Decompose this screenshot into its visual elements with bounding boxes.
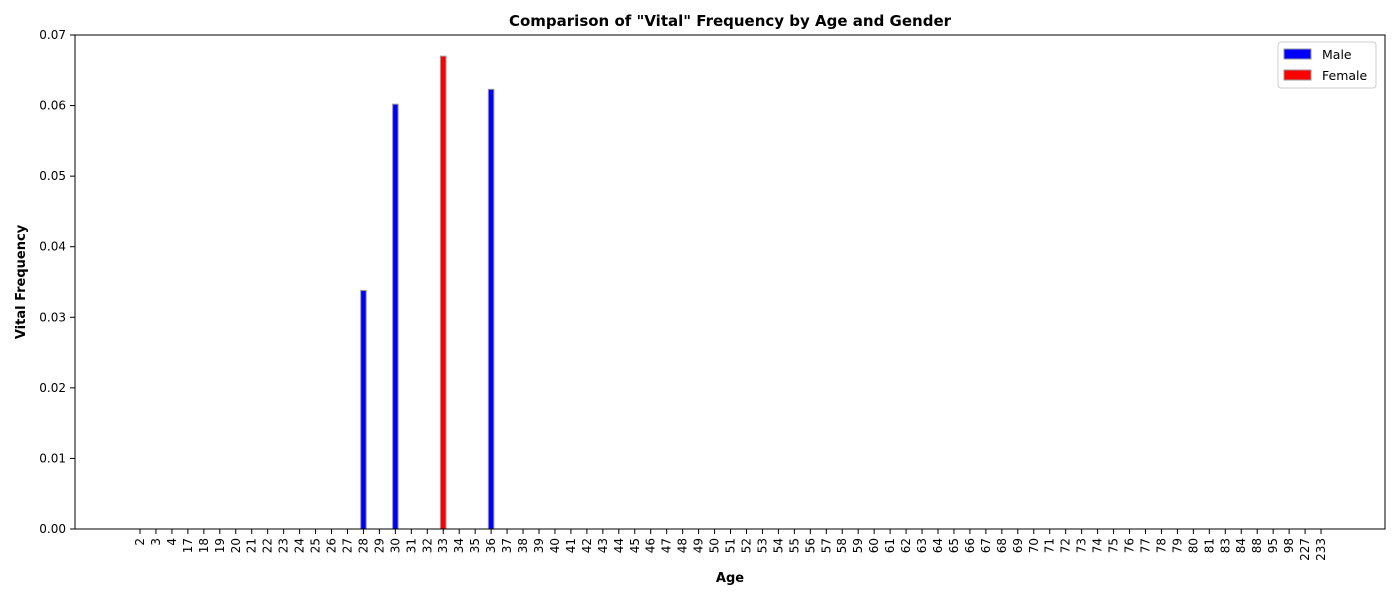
x-tick-label: 69 (1011, 538, 1025, 553)
bar-male-28 (360, 289, 367, 530)
x-tick-label: 35 (468, 538, 482, 553)
x-tick-label: 227 (1298, 538, 1312, 561)
x-tick-label: 64 (931, 538, 945, 553)
x-axis-label: Age (716, 571, 744, 586)
x-tick-label: 52 (739, 538, 753, 553)
x-tick-label: 42 (580, 538, 594, 553)
x-tick-label: 71 (1043, 538, 1057, 553)
y-tick-label: 0.04 (39, 240, 66, 254)
bar-male-36 (487, 88, 495, 530)
x-tick-label: 63 (915, 538, 929, 553)
x-tick-label: 60 (867, 538, 881, 553)
x-tick-label: 67 (979, 538, 993, 553)
x-tick-label: 4 (165, 538, 179, 546)
x-tick-label: 24 (293, 538, 307, 553)
chart-title: Comparison of "Vital" Frequency by Age a… (509, 12, 952, 30)
x-tick-label: 27 (340, 538, 354, 553)
x-tick-label: 79 (1170, 538, 1184, 553)
x-tick-label: 83 (1218, 538, 1232, 553)
x-tick-label: 53 (755, 538, 769, 553)
y-tick-label: 0.02 (39, 381, 66, 395)
y-tick-label: 0.07 (39, 28, 66, 42)
x-tick-label: 2 (133, 538, 147, 546)
x-tick-label: 3 (149, 538, 163, 546)
y-tick-label: 0.03 (39, 310, 66, 324)
x-tick-label: 72 (1059, 538, 1073, 553)
legend: Male Female (1277, 41, 1377, 89)
x-tick-label: 39 (532, 538, 546, 553)
x-tick-label: 77 (1138, 538, 1152, 553)
plot-area: 0.000.010.020.030.040.050.060.072 3 4 17 18 1… (39, 28, 1386, 561)
x-tick-label: 41 (564, 538, 578, 553)
x-tick-label: 21 (245, 538, 259, 553)
x-tick-label: 78 (1154, 538, 1168, 553)
x-tick-label: 65 (947, 538, 961, 553)
y-axis-label: Vital Frequency (14, 224, 29, 339)
x-tick-label: 44 (612, 538, 626, 553)
x-tick-label: 20 (229, 538, 243, 553)
x-tick-label: 18 (197, 538, 211, 553)
x-tick-label: 25 (309, 538, 323, 553)
legend-label-male: Male (1322, 47, 1352, 62)
x-tick-label: 22 (261, 538, 275, 553)
x-tick-label: 84 (1234, 538, 1248, 553)
x-tick-label: 68 (995, 538, 1009, 553)
x-tick-label: 45 (628, 538, 642, 553)
x-tick-label: 59 (851, 538, 865, 553)
x-tick-label: 51 (724, 538, 738, 553)
x-tick-label: 31 (404, 538, 418, 553)
x-tick-label: 62 (899, 538, 913, 553)
x-tick-label: 29 (372, 538, 386, 553)
x-tick-label: 73 (1075, 538, 1089, 553)
x-tick-label: 43 (596, 538, 610, 553)
y-tick-label: 0.00 (39, 522, 66, 536)
x-tick-label: 74 (1091, 538, 1105, 553)
x-tick-label: 17 (181, 538, 195, 553)
x-tick-label: 56 (803, 538, 817, 553)
x-tick-label: 33 (436, 538, 450, 553)
x-tick-label: 47 (660, 538, 674, 553)
x-tick-label: 57 (819, 538, 833, 553)
x-tick-label: 54 (771, 538, 785, 553)
x-tick-label: 30 (388, 538, 402, 553)
legend-label-female: Female (1322, 68, 1368, 83)
x-tick-label: 23 (277, 538, 291, 553)
x-tick-label: 38 (516, 538, 530, 553)
x-tick-label: 58 (835, 538, 849, 553)
x-tick-label: 66 (963, 538, 977, 553)
plot-frame (74, 34, 1386, 530)
x-tick-label: 70 (1027, 538, 1041, 553)
x-tick-label: 32 (420, 538, 434, 553)
x-tick-label: 95 (1266, 538, 1280, 553)
x-tick-label: 37 (500, 538, 514, 553)
legend-swatch-male (1283, 48, 1312, 60)
x-tick-label: 98 (1282, 538, 1296, 553)
x-tick-label: 88 (1250, 538, 1264, 553)
x-tick-label: 75 (1107, 538, 1121, 553)
x-tick-label: 46 (644, 538, 658, 553)
x-tick-label: 49 (692, 538, 706, 553)
x-tick-label: 81 (1202, 538, 1216, 553)
x-tick-label: 40 (548, 538, 562, 553)
bar-male-30 (392, 103, 399, 530)
bar-female-33 (439, 55, 447, 530)
x-tick-label: 61 (883, 538, 897, 553)
legend-swatch-female (1283, 69, 1312, 81)
y-tick-label: 0.06 (39, 99, 66, 113)
y-tick-label: 0.01 (39, 451, 66, 465)
x-tick-label: 233 (1314, 538, 1328, 561)
x-tick-label: 26 (325, 538, 339, 553)
x-tick-label: 48 (676, 538, 690, 553)
x-tick-label: 34 (452, 538, 466, 553)
x-tick-label: 36 (484, 538, 498, 553)
x-tick-label: 19 (213, 538, 227, 553)
x-tick-label: 28 (356, 538, 370, 553)
x-tick-label: 76 (1123, 538, 1137, 553)
x-tick-label: 50 (708, 538, 722, 553)
x-tick-label: 80 (1186, 538, 1200, 553)
y-tick-label: 0.05 (39, 169, 66, 183)
x-tick-label: 55 (787, 538, 801, 553)
